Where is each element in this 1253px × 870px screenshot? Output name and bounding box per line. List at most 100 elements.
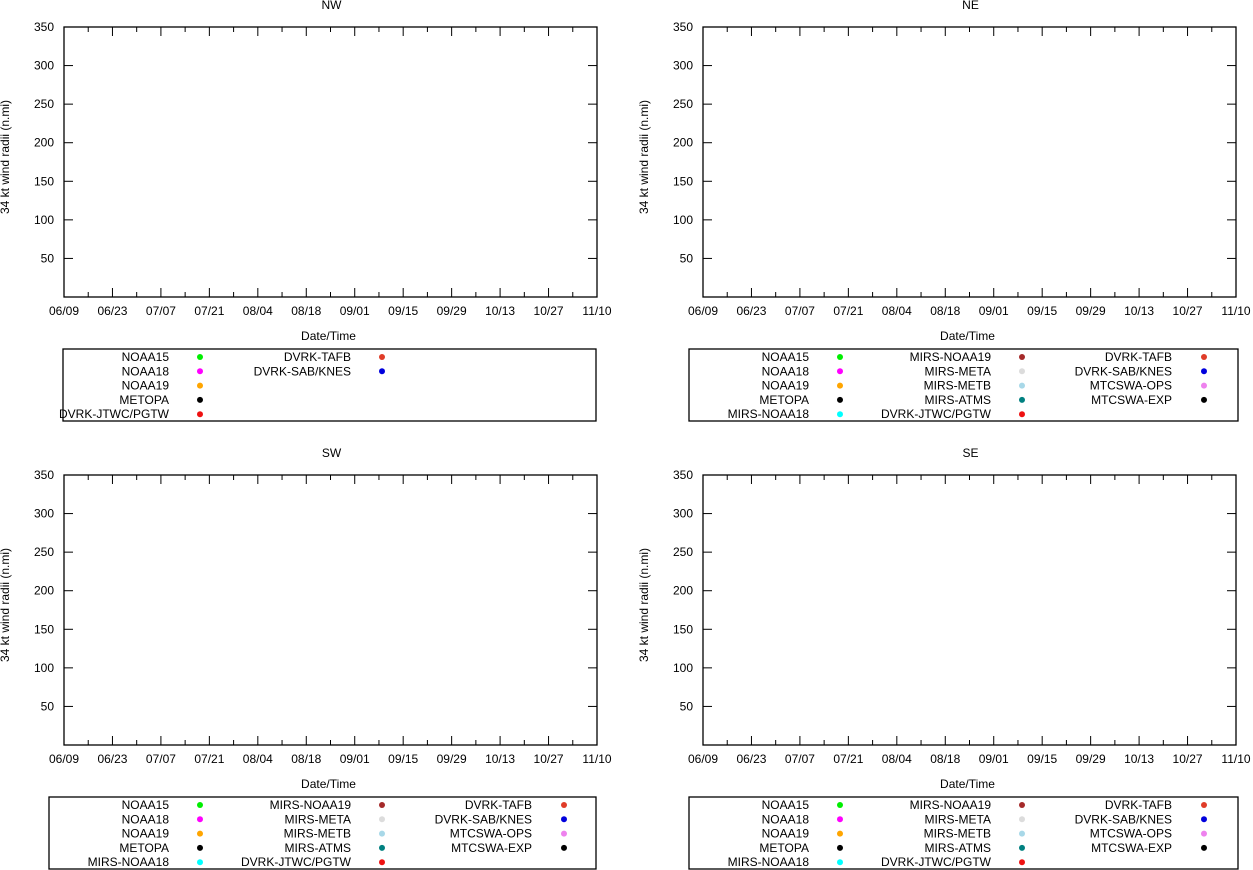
legend-label: DVRK-JTWC/PGTW bbox=[241, 855, 352, 869]
legend-label: NOAA15 bbox=[762, 798, 810, 812]
legend-marker bbox=[1019, 802, 1025, 808]
legend-marker bbox=[837, 368, 843, 375]
legend-marker bbox=[1019, 859, 1025, 866]
legend-label: MIRS-ATMS bbox=[925, 841, 991, 855]
legend-marker bbox=[197, 816, 203, 823]
x-tick-label: 09/29 bbox=[437, 752, 467, 766]
x-tick-label: 09/15 bbox=[1027, 752, 1057, 766]
x-tick-label: 11/10 bbox=[1221, 304, 1250, 318]
x-tick-label: 07/07 bbox=[146, 752, 176, 766]
legend-label: NOAA19 bbox=[122, 827, 170, 841]
legend-marker bbox=[197, 382, 203, 389]
legend-marker bbox=[1019, 382, 1025, 389]
x-tick-label: 10/13 bbox=[1124, 752, 1154, 766]
chart-panel-se: SE 50 100 150 200 250 300 350 06/09 06/23 07/07 07/… bbox=[637, 446, 1251, 870]
x-tick-label: 09/15 bbox=[388, 304, 418, 318]
legend-label: MTCSWA-OPS bbox=[450, 827, 532, 841]
x-axis-label: Date/Time bbox=[301, 777, 356, 791]
legend-marker bbox=[1019, 368, 1025, 375]
x-tick-label: 08/04 bbox=[243, 752, 273, 766]
legend-label: MIRS-META bbox=[925, 812, 991, 826]
legend-label: MIRS-NOAA18 bbox=[728, 855, 810, 869]
x-tick-label: 09/29 bbox=[437, 304, 467, 318]
legend-marker bbox=[1019, 411, 1025, 418]
legend-box bbox=[48, 796, 597, 870]
x-tick-label: 07/07 bbox=[785, 752, 815, 766]
x-tick-label: 08/04 bbox=[882, 752, 912, 766]
y-axis-label: 34 kt wind radii (n.mi) bbox=[637, 548, 651, 662]
x-tick-label: 11/10 bbox=[1221, 752, 1250, 766]
legend-label: DVRK-SAB/KNES bbox=[435, 812, 532, 826]
legend-label: MIRS-NOAA18 bbox=[728, 407, 810, 421]
legend-marker bbox=[561, 816, 567, 823]
x-tick-label: 10/13 bbox=[485, 752, 515, 766]
legend-label: MIRS-NOAA19 bbox=[910, 798, 992, 812]
legend-marker bbox=[197, 802, 203, 808]
x-tick-label: 06/09 bbox=[688, 752, 718, 766]
y-tick-label: 50 bbox=[41, 699, 55, 713]
x-tick-label: 08/04 bbox=[243, 304, 273, 318]
x-tick-label: 06/23 bbox=[97, 304, 127, 318]
y-tick-label: 300 bbox=[34, 507, 54, 521]
legend-marker bbox=[837, 354, 843, 360]
x-tick-label: 09/01 bbox=[979, 304, 1009, 318]
legend-label: MTCSWA-EXP bbox=[451, 841, 532, 855]
x-tick-label: 10/27 bbox=[1173, 304, 1203, 318]
legend-label: NOAA18 bbox=[122, 364, 170, 378]
legend-marker bbox=[197, 411, 203, 418]
legend-label: NOAA18 bbox=[762, 812, 810, 826]
legend-label: MTCSWA-OPS bbox=[1090, 379, 1172, 393]
legend-label: MIRS-NOAA19 bbox=[270, 798, 352, 812]
x-tick-label: 11/10 bbox=[582, 752, 611, 766]
legend-marker bbox=[837, 396, 843, 403]
legend-label: DVRK-TAFB bbox=[1105, 798, 1172, 812]
legend-box bbox=[688, 348, 1239, 422]
legend-label: NOAA18 bbox=[762, 364, 810, 378]
legend-marker bbox=[837, 802, 843, 808]
legend-marker bbox=[197, 396, 203, 403]
legend-marker bbox=[197, 354, 203, 360]
legend-label: MIRS-METB bbox=[924, 827, 991, 841]
legend-label: MTCSWA-EXP bbox=[1091, 393, 1172, 407]
x-axis-label: Date/Time bbox=[301, 329, 356, 343]
legend-marker bbox=[197, 830, 203, 837]
legend-marker bbox=[1201, 830, 1207, 837]
legend-marker bbox=[379, 859, 385, 866]
legend-marker bbox=[1201, 354, 1207, 360]
legend-marker bbox=[1201, 844, 1207, 851]
legend-label: DVRK-JTWC/PGTW bbox=[59, 407, 170, 421]
x-tick-label: 07/21 bbox=[194, 752, 224, 766]
legend-marker bbox=[1201, 368, 1207, 375]
legend-label: NOAA15 bbox=[122, 350, 170, 364]
legend-label: MIRS-META bbox=[925, 364, 991, 378]
x-tick-label: 08/18 bbox=[930, 752, 960, 766]
legend-label: DVRK-SAB/KNES bbox=[1075, 812, 1172, 826]
x-tick-label: 09/29 bbox=[1076, 752, 1106, 766]
y-tick-label: 250 bbox=[34, 97, 54, 111]
y-tick-label: 150 bbox=[673, 174, 693, 188]
x-tick-label: 09/01 bbox=[340, 304, 370, 318]
x-tick-label: 07/21 bbox=[833, 752, 863, 766]
legend-label: NOAA18 bbox=[122, 812, 170, 826]
legend-label: NOAA15 bbox=[122, 798, 170, 812]
chart-title: SW bbox=[322, 446, 342, 460]
x-tick-label: 08/18 bbox=[291, 752, 321, 766]
y-tick-label: 150 bbox=[34, 622, 54, 636]
x-tick-label: 09/01 bbox=[979, 752, 1009, 766]
plot-area bbox=[702, 474, 1237, 746]
x-tick-label: 10/27 bbox=[1173, 752, 1203, 766]
y-tick-label: 100 bbox=[673, 213, 693, 227]
y-tick-label: 200 bbox=[34, 136, 54, 150]
y-tick-label: 350 bbox=[673, 20, 693, 34]
x-tick-label: 09/15 bbox=[388, 752, 418, 766]
x-tick-label: 11/10 bbox=[582, 304, 611, 318]
legend-label: DVRK-JTWC/PGTW bbox=[881, 407, 992, 421]
legend-marker bbox=[197, 368, 203, 375]
y-tick-label: 100 bbox=[34, 213, 54, 227]
x-tick-label: 07/21 bbox=[833, 304, 863, 318]
x-tick-label: 08/18 bbox=[291, 304, 321, 318]
legend-label: MIRS-ATMS bbox=[925, 393, 991, 407]
plot-area bbox=[702, 26, 1237, 298]
legend-marker bbox=[379, 802, 385, 808]
